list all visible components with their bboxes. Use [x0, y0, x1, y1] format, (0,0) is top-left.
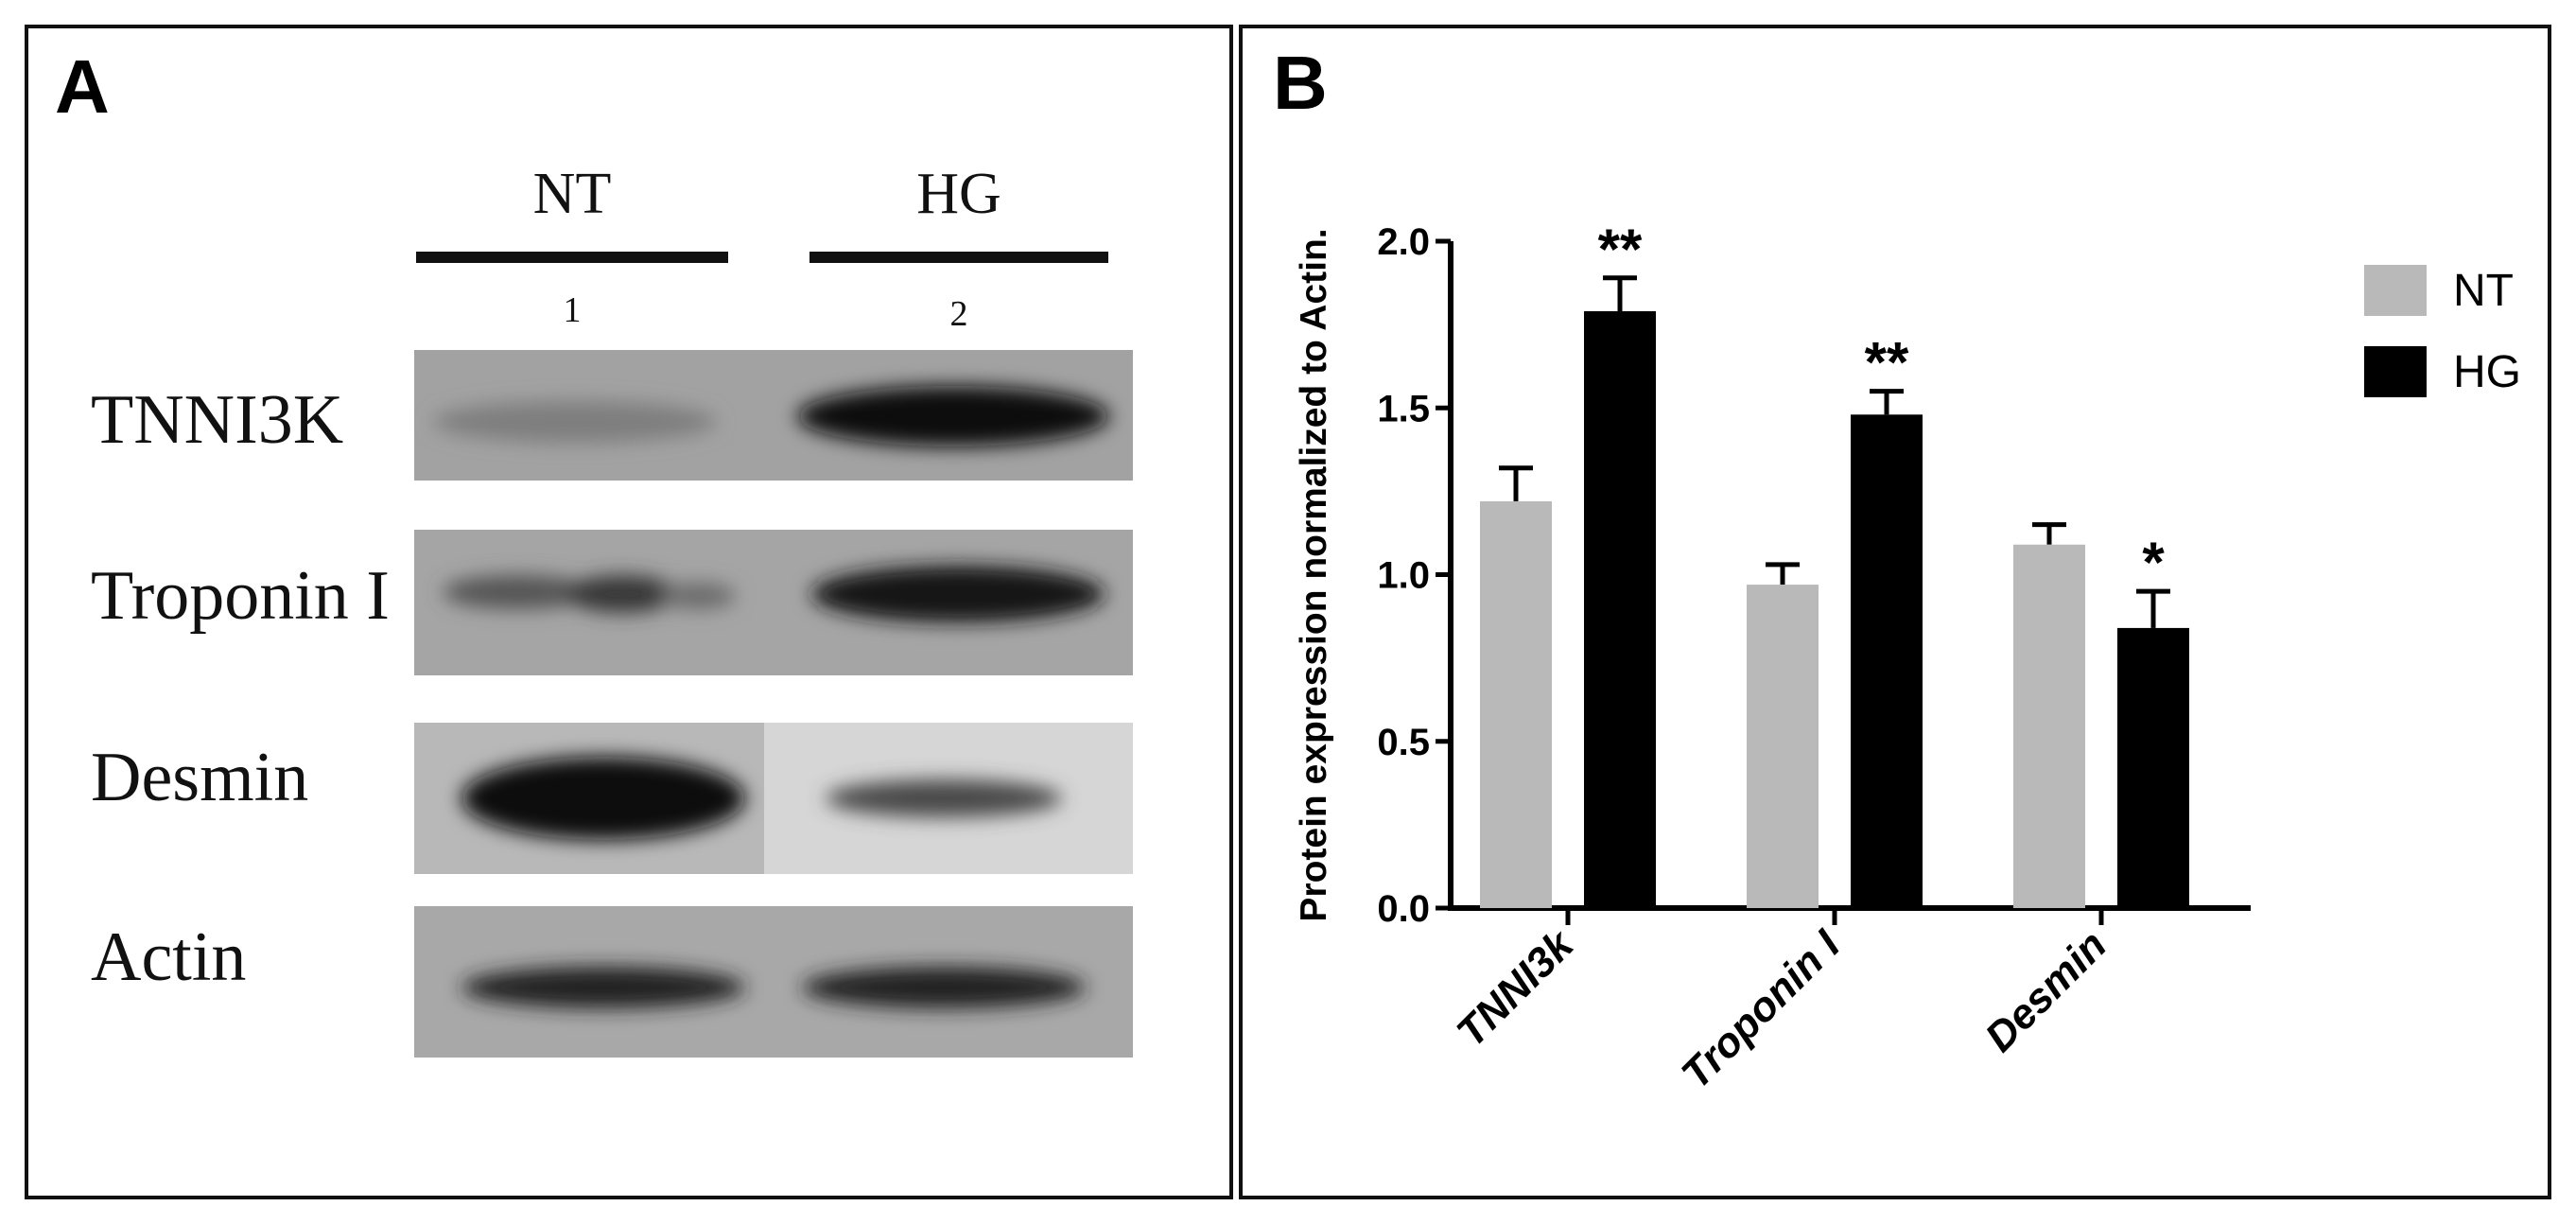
- bar-nt: [1480, 500, 1552, 908]
- y-tick-label: 2.0: [1377, 221, 1430, 263]
- bar-hg: [1851, 414, 1923, 908]
- lane-group-nt-label: NT: [532, 162, 612, 226]
- legend-swatch-hg: [2364, 346, 2427, 397]
- significance-marker: **: [1598, 218, 1643, 281]
- panel-a: A NT 1 HG 2 TNNI3K Troponin I Desmin Act…: [25, 25, 1233, 1199]
- lane-group-hg-bar: [809, 252, 1108, 263]
- blot-image-desmin: [414, 723, 1133, 874]
- bar-nt: [2013, 544, 2085, 908]
- lane-group-nt-bar: [416, 252, 728, 263]
- panel-b: B 0.0 0.5 1.0 1.5 2.0 Protein expression norm…: [1239, 25, 2551, 1199]
- legend-label-hg: HG: [2453, 347, 2521, 397]
- x-tick-label: Desmin: [1976, 921, 2115, 1060]
- blot-label-desmin: Desmin: [91, 739, 309, 816]
- lane-group-hg-label: HG: [916, 162, 1001, 226]
- bar-chart: 0.0 0.5 1.0 1.5 2.0 Protein expression normal…: [1294, 218, 2521, 1098]
- lane-number-2: 2: [949, 294, 968, 334]
- panel-b-letter: B: [1273, 41, 1328, 125]
- significance-marker: **: [1865, 331, 1909, 394]
- y-axis-label: Protein expression normalized to Actin.: [1294, 228, 1334, 921]
- y-tick-label: 0.0: [1377, 888, 1430, 930]
- legend-label-nt: NT: [2453, 266, 2514, 316]
- y-tick-label: 1.0: [1377, 555, 1430, 597]
- significance-marker: *: [2142, 531, 2165, 594]
- blot-image-troponin-i: [414, 530, 1133, 675]
- blot-image-actin: [414, 906, 1133, 1058]
- blot-label-troponin-i: Troponin I: [91, 557, 390, 635]
- lane-number-1: 1: [563, 290, 582, 330]
- y-tick-label: 1.5: [1377, 388, 1430, 429]
- x-tick-label: Troponin I: [1673, 921, 1850, 1098]
- panel-a-letter: A: [55, 44, 110, 129]
- blot-image-tnni3k: [414, 350, 1133, 481]
- y-tick-label: 0.5: [1377, 722, 1430, 763]
- legend-swatch-nt: [2364, 265, 2427, 316]
- bar-hg: [1584, 311, 1656, 908]
- bar-nt: [1747, 585, 1819, 908]
- bar-hg: [2117, 627, 2189, 908]
- blot-label-actin: Actin: [91, 918, 247, 996]
- blot-label-tnni3k: TNNI3K: [91, 381, 344, 459]
- x-tick-label: TNNI3k: [1448, 920, 1584, 1057]
